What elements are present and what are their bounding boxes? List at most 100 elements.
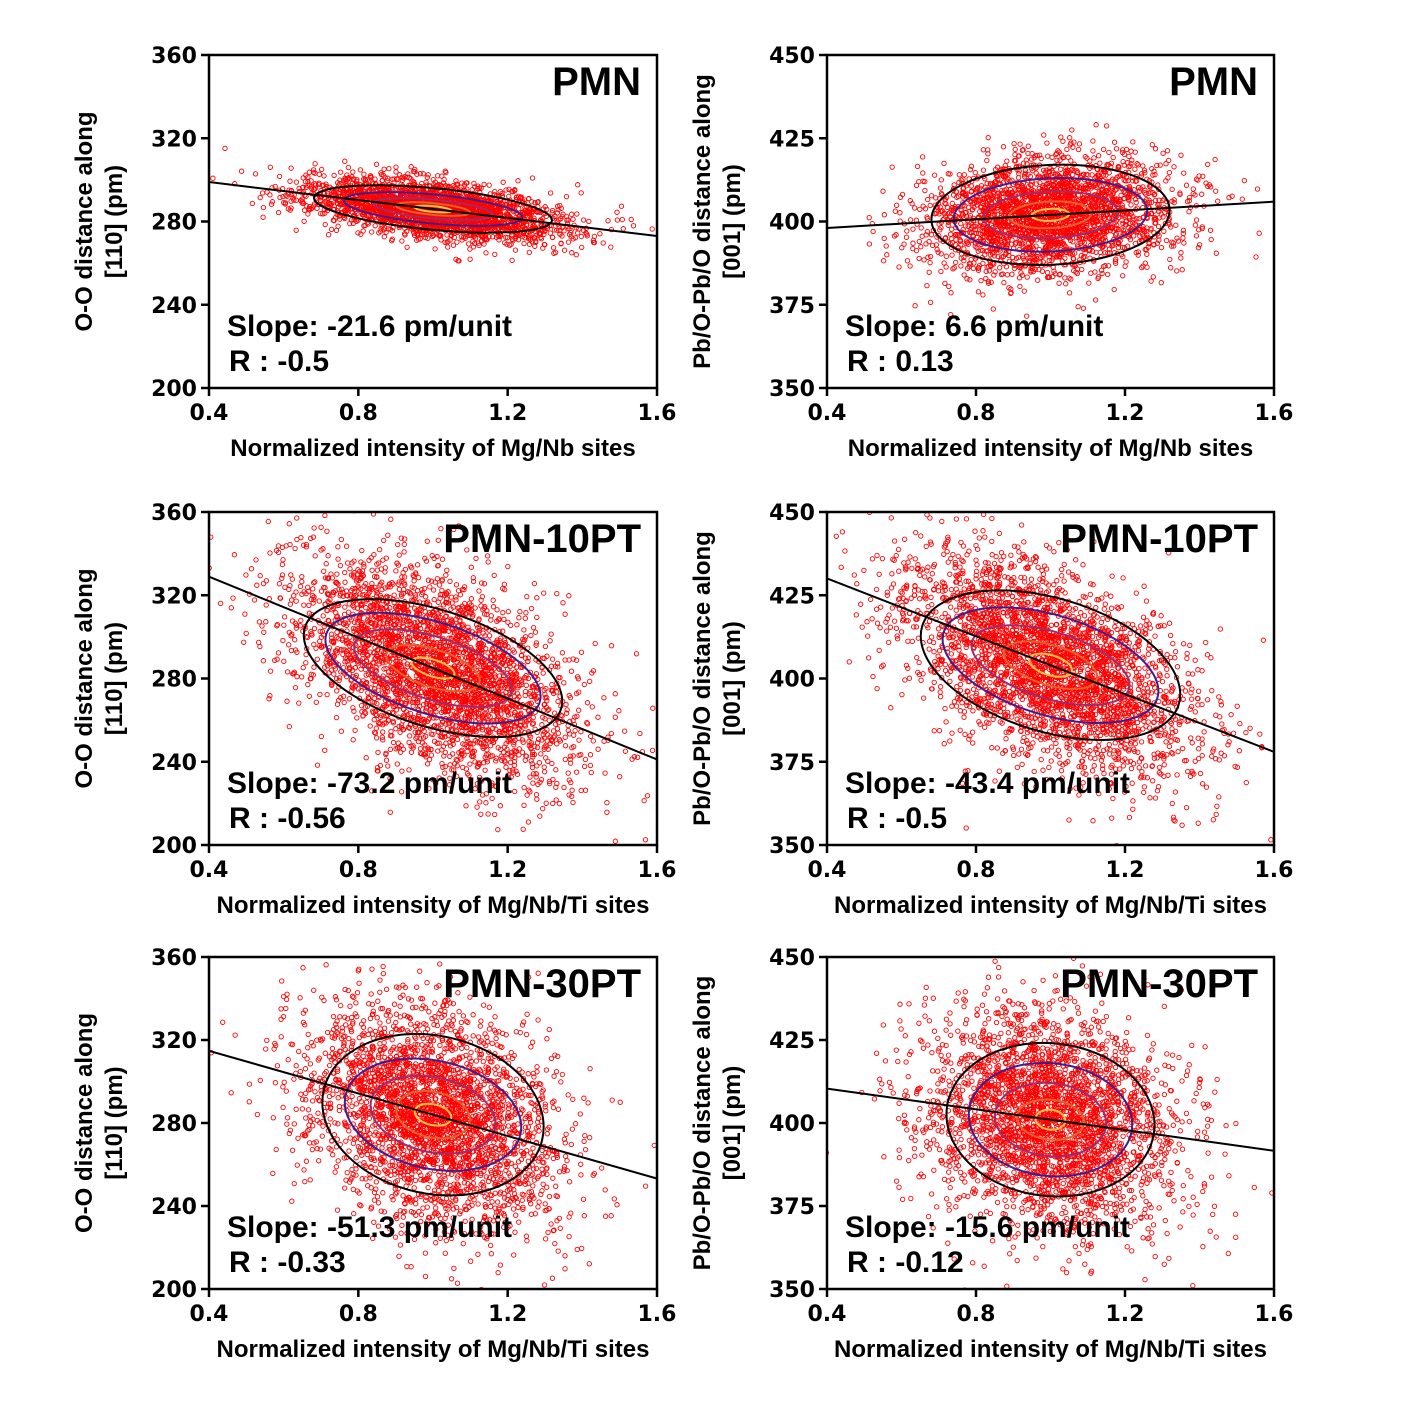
scatter-point <box>287 178 293 184</box>
scatter-point <box>931 172 938 178</box>
scatter-point <box>1207 227 1214 233</box>
scatter-point <box>1095 153 1102 159</box>
scatter-point <box>1107 224 1113 231</box>
scatter-point <box>547 190 554 196</box>
scatter-point <box>506 193 512 200</box>
scatter-point <box>357 167 364 173</box>
scatter-point <box>949 207 955 213</box>
scatter-point <box>293 197 299 203</box>
scatter-point <box>649 226 655 232</box>
scatter-point <box>300 184 306 191</box>
scatter-point <box>1186 198 1192 204</box>
scatter-point <box>305 174 311 180</box>
scatter-point <box>1037 152 1043 158</box>
scatter-point <box>965 223 971 229</box>
scatter-point <box>1059 241 1066 247</box>
scatter-point <box>1033 257 1039 263</box>
scatter-point <box>1142 170 1148 176</box>
scatter-point <box>1063 281 1069 287</box>
scatter-point <box>486 218 492 225</box>
scatter-point <box>1127 220 1133 227</box>
y-axis-label-line-1: O-O distance along <box>71 111 98 331</box>
scatter-point <box>386 165 392 172</box>
scatter-point <box>948 290 954 296</box>
scatter-point <box>1044 274 1051 281</box>
scatter-point <box>1040 253 1046 259</box>
scatter-point <box>1166 169 1173 176</box>
scatter-point <box>1119 149 1126 156</box>
scatter-point <box>1119 217 1125 224</box>
scatter-point <box>1162 209 1168 215</box>
scatter-point <box>1212 156 1218 163</box>
scatter-point <box>983 268 989 275</box>
scatter-point <box>372 176 378 182</box>
scatter-point <box>943 253 949 259</box>
scatter-point <box>1180 235 1186 241</box>
scatter-point <box>1021 174 1028 180</box>
scatter-point <box>1127 208 1133 214</box>
y-tick-label: 240 <box>151 294 197 319</box>
scatter-point <box>620 226 626 232</box>
scatter-point <box>497 210 503 217</box>
scatter-point <box>1012 157 1019 164</box>
contour-3 <box>372 197 494 221</box>
scatter-point <box>1125 243 1131 249</box>
scatter-point <box>322 221 328 228</box>
scatter-point <box>998 271 1005 278</box>
scatter-point <box>1152 216 1158 222</box>
scatter-point <box>1068 158 1074 164</box>
scatter-point <box>345 175 352 181</box>
scatter-point <box>275 209 282 216</box>
scatter-point <box>910 240 916 246</box>
scatter-point <box>1112 232 1119 238</box>
scatter-point <box>927 259 933 266</box>
scatter-point <box>1120 220 1126 227</box>
scatter-point <box>555 203 561 209</box>
scatter-point <box>1146 197 1152 203</box>
scatter-points <box>866 122 1262 319</box>
scatter-point <box>1110 242 1116 249</box>
scatter-point <box>1095 274 1102 280</box>
scatter-point <box>267 192 273 198</box>
scatter-point <box>535 199 541 205</box>
x-tick-label: 1.6 <box>638 401 677 426</box>
scatter-point <box>960 185 966 192</box>
scatter-point <box>347 176 353 182</box>
scatter-point <box>961 172 968 178</box>
scatter-point <box>1177 191 1183 198</box>
scatter-point <box>1103 187 1109 194</box>
scatter-point <box>1059 258 1065 264</box>
scatter-point <box>528 199 535 205</box>
scatter-point <box>401 175 407 181</box>
scatter-point <box>1090 138 1096 144</box>
scatter-point <box>924 229 931 235</box>
scatter-point <box>1120 253 1126 260</box>
scatter-point <box>1009 237 1015 243</box>
scatter-point <box>1012 146 1018 153</box>
scatter-point <box>1040 229 1046 235</box>
contour-1 <box>313 184 553 234</box>
scatter-point <box>377 228 384 234</box>
scatter-point <box>333 189 339 195</box>
scatter-point <box>373 161 380 167</box>
scatter-point <box>361 223 367 229</box>
scatter-point <box>1134 216 1140 222</box>
scatter-point <box>1199 191 1205 197</box>
r-annotation: R : -0.5 <box>229 345 329 378</box>
scatter-point <box>962 223 969 229</box>
scatter-point <box>340 177 347 184</box>
scatter-point <box>913 182 920 189</box>
scatter-point <box>1001 174 1007 180</box>
scatter-point <box>980 167 987 173</box>
scatter-point <box>992 178 999 185</box>
scatter-point <box>1106 170 1112 176</box>
scatter-point <box>1083 182 1089 189</box>
scatter-point <box>368 175 374 181</box>
scatter-point <box>922 187 928 194</box>
scatter-point <box>420 171 426 177</box>
scatter-point <box>316 180 322 186</box>
scatter-point <box>432 179 438 185</box>
scatter-point <box>917 206 923 213</box>
scatter-point <box>453 256 459 262</box>
